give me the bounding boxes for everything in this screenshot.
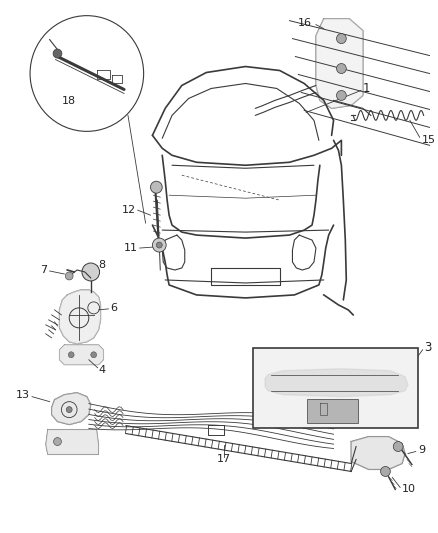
Circle shape	[68, 352, 74, 358]
Bar	[307, 399, 358, 423]
Polygon shape	[316, 19, 363, 108]
Text: 1: 1	[363, 82, 371, 95]
Text: 10: 10	[402, 484, 416, 495]
Polygon shape	[46, 430, 99, 455]
Circle shape	[152, 238, 166, 252]
Text: 11: 11	[124, 243, 138, 253]
Circle shape	[53, 49, 62, 58]
Circle shape	[336, 91, 346, 100]
Text: 17: 17	[217, 455, 231, 464]
Circle shape	[393, 441, 403, 451]
Circle shape	[53, 438, 61, 446]
Polygon shape	[52, 393, 91, 425]
Circle shape	[336, 34, 346, 44]
Circle shape	[66, 407, 72, 413]
Text: 9: 9	[418, 445, 425, 455]
Polygon shape	[265, 369, 408, 397]
Circle shape	[151, 181, 162, 193]
Text: 15: 15	[422, 135, 436, 146]
Text: 3: 3	[424, 341, 432, 354]
Text: 13: 13	[16, 390, 30, 400]
Circle shape	[156, 242, 162, 248]
Circle shape	[336, 63, 346, 74]
Circle shape	[381, 466, 390, 477]
Polygon shape	[351, 437, 405, 470]
Polygon shape	[60, 290, 101, 344]
Circle shape	[91, 352, 97, 358]
Polygon shape	[60, 345, 103, 365]
Bar	[253, 348, 418, 427]
Text: 18: 18	[62, 96, 76, 107]
Text: 6: 6	[110, 303, 117, 313]
Text: 12: 12	[122, 205, 136, 215]
Circle shape	[82, 263, 99, 281]
Circle shape	[65, 272, 73, 280]
Text: 8: 8	[99, 260, 106, 270]
Text: 7: 7	[41, 265, 48, 275]
Text: 4: 4	[99, 365, 106, 375]
Text: 16: 16	[298, 18, 312, 28]
